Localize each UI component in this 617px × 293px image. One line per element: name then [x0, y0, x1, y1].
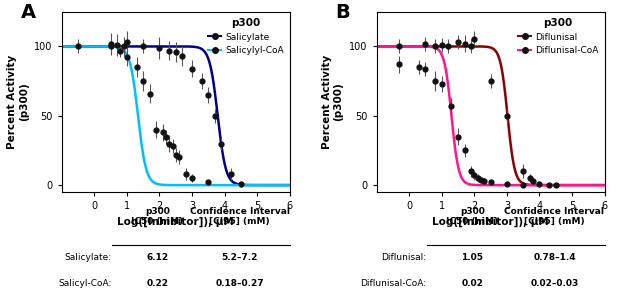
Text: Confidence Interval
[CI95] (mM): Confidence Interval [CI95] (mM) [189, 207, 289, 226]
Y-axis label: Percent Activity
(p300): Percent Activity (p300) [322, 55, 344, 149]
Text: A: A [20, 3, 36, 22]
Text: Confidence Interval
[CI95] (mM): Confidence Interval [CI95] (mM) [505, 207, 605, 226]
Text: 0.02–0.03: 0.02–0.03 [531, 279, 579, 288]
Text: Salicylate:: Salicylate: [65, 253, 112, 262]
Y-axis label: Percent Activity
(p300): Percent Activity (p300) [7, 55, 29, 149]
Text: p300
IC50 (mM): p300 IC50 (mM) [131, 207, 184, 226]
X-axis label: Log([Inhibitor]), μM: Log([Inhibitor]), μM [117, 217, 234, 227]
Text: 0.18–0.27: 0.18–0.27 [215, 279, 264, 288]
Text: Salicyl-CoA:: Salicyl-CoA: [59, 279, 112, 288]
Text: 5.2–7.2: 5.2–7.2 [222, 253, 258, 262]
Text: 0.22: 0.22 [146, 279, 168, 288]
Text: 0.78–1.4: 0.78–1.4 [533, 253, 576, 262]
X-axis label: Log([Inhibitor]), μM: Log([Inhibitor]), μM [433, 217, 549, 227]
Text: Diflunisal-CoA:: Diflunisal-CoA: [360, 279, 427, 288]
Text: Diflunisal:: Diflunisal: [381, 253, 427, 262]
Text: 6.12: 6.12 [146, 253, 168, 262]
Legend: Salicylate, Salicylyl-CoA: Salicylate, Salicylyl-CoA [206, 16, 285, 57]
Text: B: B [336, 3, 350, 22]
Legend: Diflunisal, Diflunisal-CoA: Diflunisal, Diflunisal-CoA [516, 16, 600, 57]
Text: 1.05: 1.05 [462, 253, 483, 262]
Text: 0.02: 0.02 [462, 279, 483, 288]
Text: p300
IC50 (mM): p300 IC50 (mM) [446, 207, 499, 226]
